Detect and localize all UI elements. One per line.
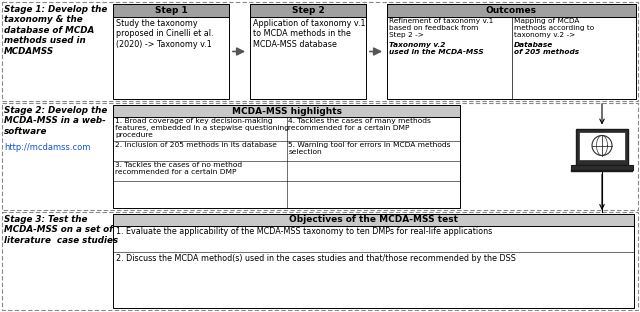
Text: 5. Warning tool for errors in MCDA methods
selection: 5. Warning tool for errors in MCDA metho… (289, 142, 451, 155)
Text: Study the taxonomy
proposed in Cinelli et al.
(2020) -> Taxonomy v.1: Study the taxonomy proposed in Cinelli e… (116, 19, 214, 49)
Text: 3. Tackles the cases of no method
recommended for a certain DMP: 3. Tackles the cases of no method recomm… (115, 162, 242, 175)
Text: Outcomes: Outcomes (486, 6, 537, 15)
Text: Stage 2: Develop the
MCDA-MSS in a web-
software: Stage 2: Develop the MCDA-MSS in a web- … (4, 106, 108, 136)
Text: 4. Tackles the cases of many methods
recommended for a certain DMP: 4. Tackles the cases of many methods rec… (289, 118, 431, 131)
FancyBboxPatch shape (387, 4, 636, 17)
Text: Step 1: Step 1 (155, 6, 188, 15)
FancyBboxPatch shape (250, 4, 366, 99)
FancyBboxPatch shape (579, 131, 625, 159)
FancyBboxPatch shape (113, 105, 460, 208)
FancyBboxPatch shape (2, 2, 638, 101)
FancyBboxPatch shape (571, 164, 633, 169)
FancyBboxPatch shape (576, 129, 628, 164)
FancyBboxPatch shape (113, 4, 229, 17)
Text: Step 2: Step 2 (292, 6, 324, 15)
Circle shape (592, 135, 612, 155)
Text: Application of taxonomy v.1
to MCDA methods in the
MCDA-MSS database: Application of taxonomy v.1 to MCDA meth… (253, 19, 365, 49)
Text: 2. Inclusion of 205 methods in its database: 2. Inclusion of 205 methods in its datab… (115, 142, 277, 148)
FancyBboxPatch shape (113, 214, 634, 308)
Text: http://mcdamss.com: http://mcdamss.com (4, 143, 90, 152)
FancyBboxPatch shape (250, 4, 366, 17)
FancyBboxPatch shape (113, 214, 634, 226)
Text: Database
of 205 methods: Database of 205 methods (513, 42, 579, 55)
FancyBboxPatch shape (387, 4, 636, 99)
Text: 2. Discuss the MCDA method(s) used in the cases studies and that/those recommend: 2. Discuss the MCDA method(s) used in th… (116, 254, 516, 263)
Text: 1. Evaluate the applicability of the MCDA-MSS taxonomy to ten DMPs for real-life: 1. Evaluate the applicability of the MCD… (116, 227, 492, 236)
FancyBboxPatch shape (2, 103, 638, 210)
FancyBboxPatch shape (2, 212, 638, 310)
Text: Refinement of taxonomy v.1
based on feedback from
Step 2 ->: Refinement of taxonomy v.1 based on feed… (389, 18, 493, 38)
FancyBboxPatch shape (113, 105, 460, 117)
Text: Stage 3: Test the
MCDA-MSS on a set of
literature  case studies: Stage 3: Test the MCDA-MSS on a set of l… (4, 215, 118, 245)
Text: 1. Broad coverage of key decision-making
features, embedded in a stepwise questi: 1. Broad coverage of key decision-making… (115, 118, 289, 138)
FancyBboxPatch shape (571, 169, 633, 172)
Text: Taxonomy v.2
used in the MCDA-MSS: Taxonomy v.2 used in the MCDA-MSS (389, 42, 484, 55)
Text: Stage 1: Develop the
taxonomy & the
database of MCDA
methods used in
MCDAMSS: Stage 1: Develop the taxonomy & the data… (4, 5, 108, 56)
Text: Mapping of MCDA
methods according to
taxonomy v.2 ->: Mapping of MCDA methods according to tax… (513, 18, 594, 38)
Text: MCDA-MSS highlights: MCDA-MSS highlights (232, 106, 342, 115)
FancyBboxPatch shape (113, 4, 229, 99)
Text: Objectives of the MCDA-MSS test: Objectives of the MCDA-MSS test (289, 216, 458, 225)
